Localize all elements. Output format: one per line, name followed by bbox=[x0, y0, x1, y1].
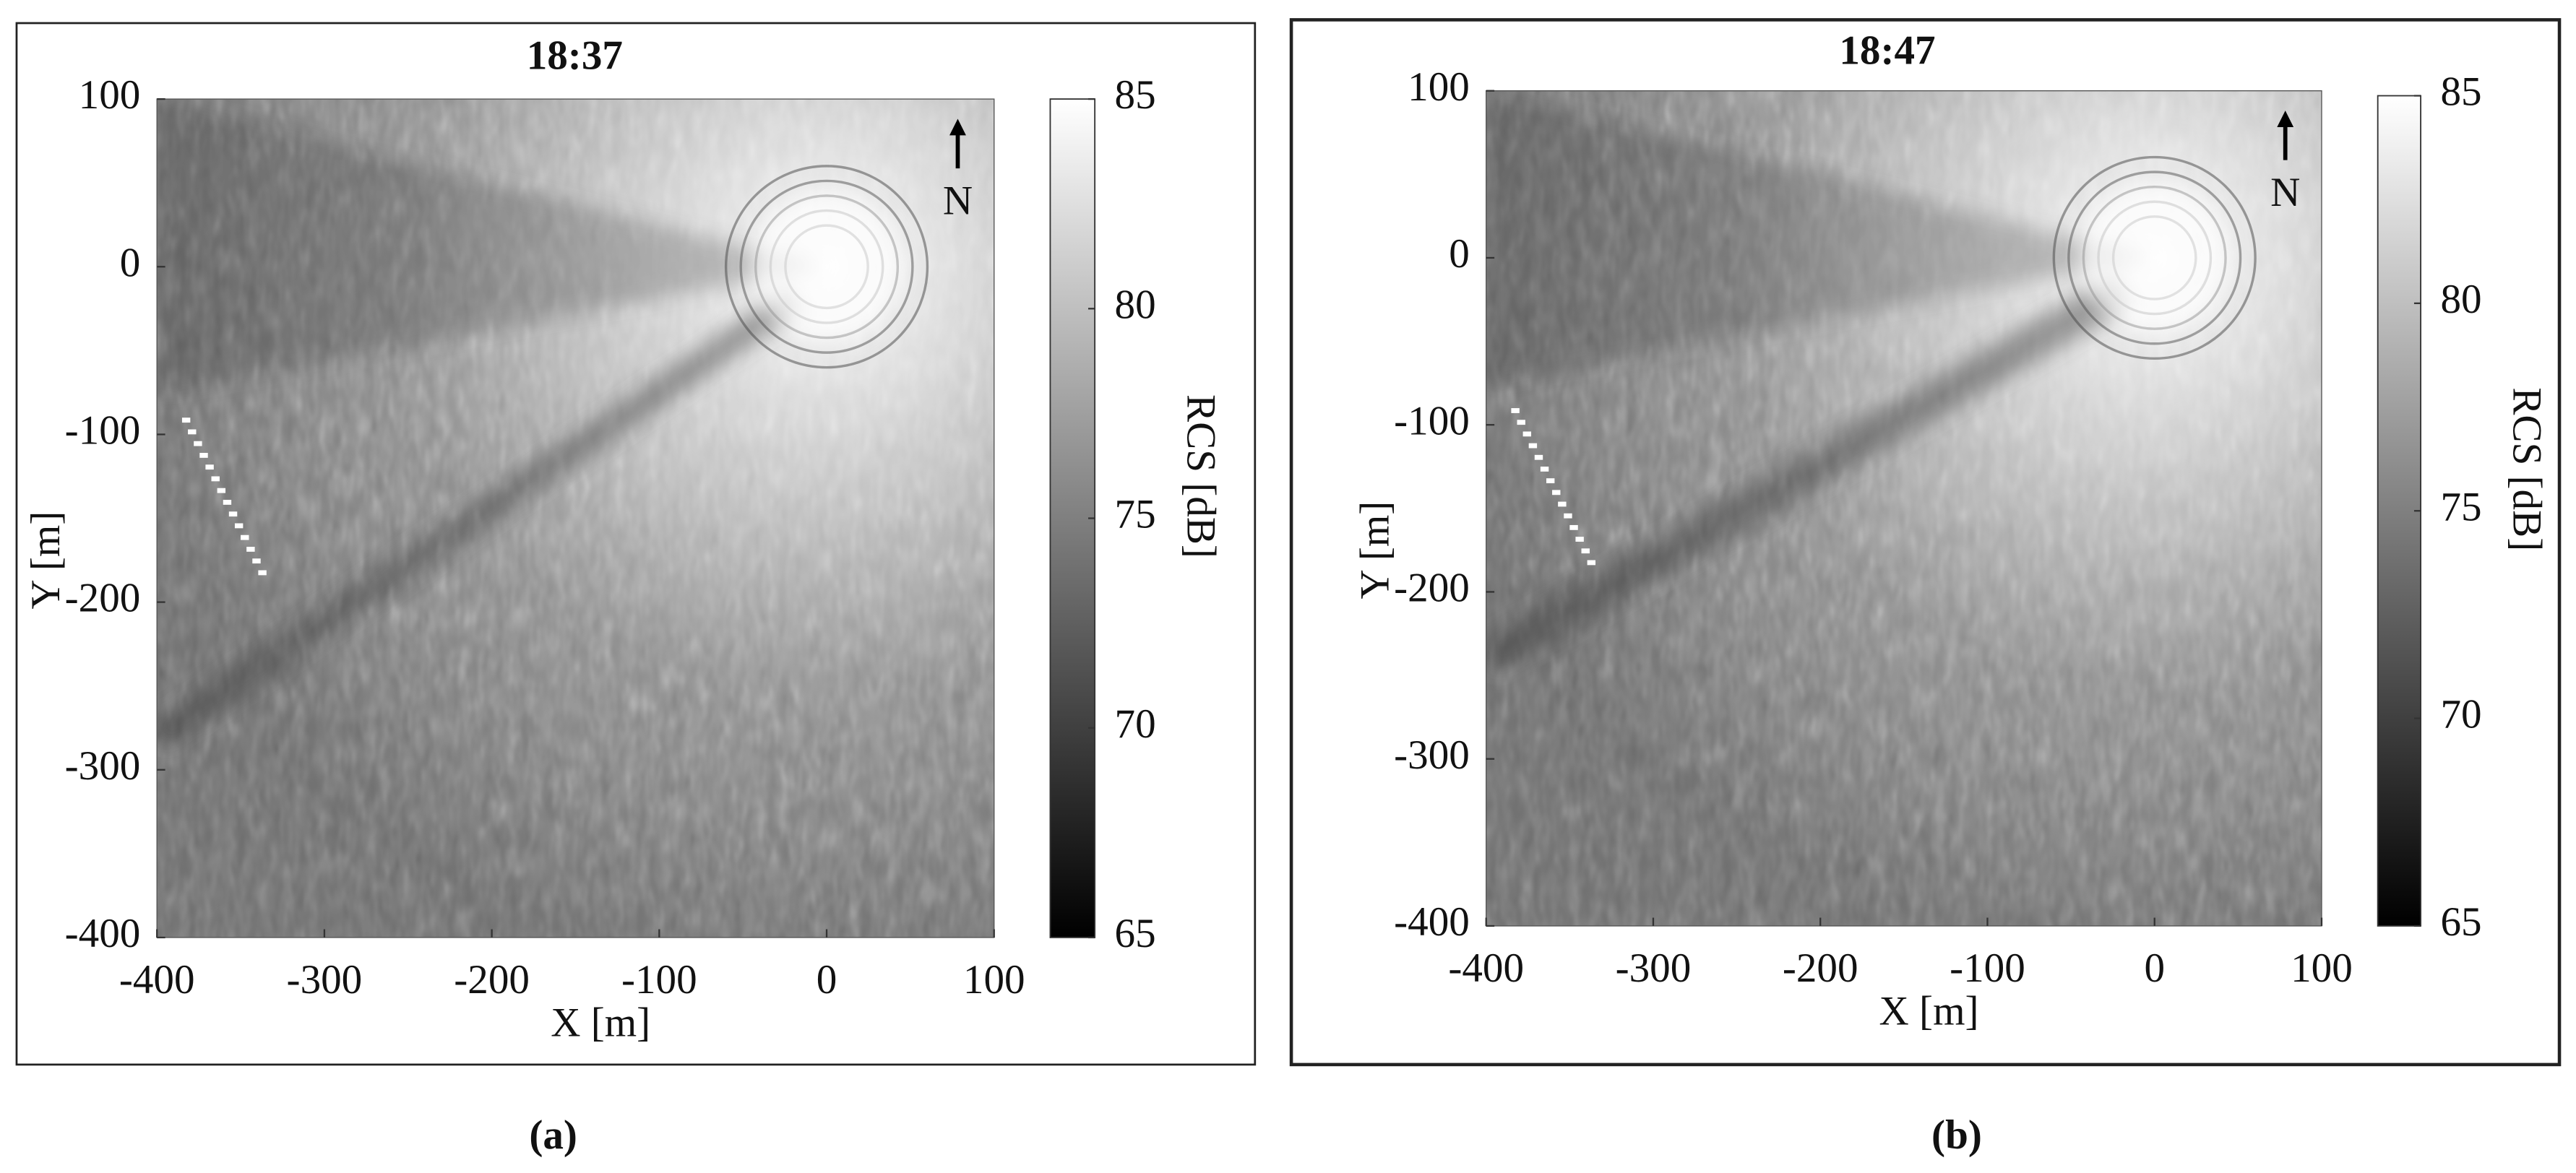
range-ring bbox=[2052, 155, 2257, 360]
colorbar-tick-label: 65 bbox=[1115, 911, 1156, 956]
x-tick-label: -200 bbox=[454, 957, 530, 1003]
radar-image bbox=[157, 99, 994, 938]
center-glow bbox=[752, 192, 901, 342]
y-tick-label: 100 bbox=[79, 72, 141, 118]
y-tick-label: -100 bbox=[1394, 398, 1470, 443]
chart-title: 18:37 bbox=[527, 33, 623, 78]
y-axis-label: Y [m] bbox=[1352, 501, 1397, 600]
colorbar bbox=[2377, 95, 2421, 927]
bright-return bbox=[241, 534, 249, 540]
y-tick-label: 0 bbox=[1449, 231, 1470, 277]
bright-return bbox=[1552, 490, 1561, 495]
x-tick-label: -200 bbox=[1783, 945, 1858, 991]
range-ring bbox=[2067, 170, 2242, 345]
panel-border bbox=[15, 22, 1257, 1066]
colorbar-tick-label: 80 bbox=[2441, 277, 2482, 322]
caption: (a) bbox=[529, 1112, 577, 1158]
y-axis-label: Y [m] bbox=[23, 511, 69, 610]
x-axis-label: X [m] bbox=[551, 1000, 650, 1045]
bright-return bbox=[1517, 420, 1525, 425]
colorbar-tick-label: 70 bbox=[2441, 692, 2482, 737]
bright-return bbox=[1558, 501, 1567, 507]
x-tick-label: -100 bbox=[1950, 945, 2025, 991]
y-tick-label: -400 bbox=[65, 911, 141, 956]
colorbar-tick-label: 85 bbox=[1115, 72, 1156, 118]
bright-return bbox=[205, 464, 214, 470]
x-tick-label: -400 bbox=[119, 957, 195, 1003]
x-tick-label: 0 bbox=[817, 957, 837, 1003]
y-tick-label: -200 bbox=[1394, 566, 1470, 611]
center-glow bbox=[2080, 183, 2229, 332]
x-axis-label: X [m] bbox=[1879, 988, 1979, 1034]
bright-return bbox=[211, 476, 220, 482]
x-tick-label: -100 bbox=[621, 957, 697, 1003]
bright-return bbox=[258, 570, 267, 576]
bright-return bbox=[1569, 524, 1578, 530]
chart-title: 18:47 bbox=[1839, 28, 1935, 74]
bright-return bbox=[1528, 443, 1538, 449]
wake-stripe bbox=[1486, 275, 2131, 675]
colorbar bbox=[1049, 98, 1096, 938]
x-tick-label: -300 bbox=[1616, 945, 1692, 991]
colorbar-tick-label: 75 bbox=[1115, 492, 1156, 537]
bright-return bbox=[228, 511, 238, 517]
bright-return bbox=[199, 452, 208, 458]
y-tick-label: 100 bbox=[1408, 64, 1470, 110]
bright-return bbox=[252, 558, 261, 564]
panel-border bbox=[1289, 18, 2562, 1067]
bright-return bbox=[246, 546, 255, 552]
bright-return bbox=[1511, 408, 1520, 413]
colorbar-tick-label: 75 bbox=[2441, 484, 2482, 529]
colorbar-tick-label: 65 bbox=[2441, 899, 2482, 945]
range-ring bbox=[739, 179, 914, 354]
plot-frame bbox=[156, 98, 995, 938]
y-tick-label: -300 bbox=[1394, 732, 1470, 778]
wake-stripe bbox=[157, 289, 801, 748]
x-tick-label: -300 bbox=[287, 957, 363, 1003]
y-tick-label: -400 bbox=[1394, 899, 1470, 945]
bright-return bbox=[1564, 513, 1572, 519]
plot-frame bbox=[1486, 90, 2322, 927]
colorbar-label: RCS [dB] bbox=[2504, 387, 2550, 551]
bright-return bbox=[1522, 431, 1532, 437]
bright-return bbox=[194, 441, 202, 446]
bright-return bbox=[1540, 467, 1549, 472]
x-tick-label: -400 bbox=[1448, 945, 1524, 991]
bright-return bbox=[223, 499, 232, 505]
bright-return bbox=[217, 488, 226, 493]
bright-return bbox=[1587, 560, 1596, 566]
colorbar-tick-label: 80 bbox=[1115, 282, 1156, 327]
dark-sector bbox=[157, 99, 827, 393]
caption: (b) bbox=[1931, 1112, 1982, 1158]
x-tick-label: 100 bbox=[2291, 945, 2353, 991]
north-label: N bbox=[943, 178, 973, 223]
x-tick-label: 100 bbox=[963, 957, 1025, 1003]
y-tick-label: 0 bbox=[120, 240, 141, 285]
colorbar-tick-label: 70 bbox=[1115, 701, 1156, 747]
x-tick-label: 0 bbox=[2144, 945, 2165, 991]
bright-return bbox=[1581, 548, 1590, 554]
north-arrow-head bbox=[949, 118, 966, 136]
bright-return bbox=[1534, 454, 1543, 460]
north-arrow-head bbox=[2277, 111, 2294, 127]
y-tick-label: -100 bbox=[65, 408, 141, 454]
range-ring bbox=[724, 165, 929, 369]
bright-return bbox=[181, 417, 191, 423]
bright-return bbox=[1575, 537, 1584, 542]
y-tick-label: -200 bbox=[65, 576, 141, 621]
dark-sector bbox=[1486, 90, 2155, 384]
radar-image bbox=[1486, 90, 2322, 926]
y-tick-label: -300 bbox=[65, 743, 141, 789]
bright-return bbox=[1546, 478, 1555, 484]
north-label: N bbox=[2270, 170, 2300, 215]
bright-return bbox=[234, 523, 244, 529]
colorbar-label: RCS [dB] bbox=[1179, 394, 1224, 558]
bright-return bbox=[188, 429, 197, 435]
colorbar-tick-label: 85 bbox=[2441, 69, 2482, 115]
